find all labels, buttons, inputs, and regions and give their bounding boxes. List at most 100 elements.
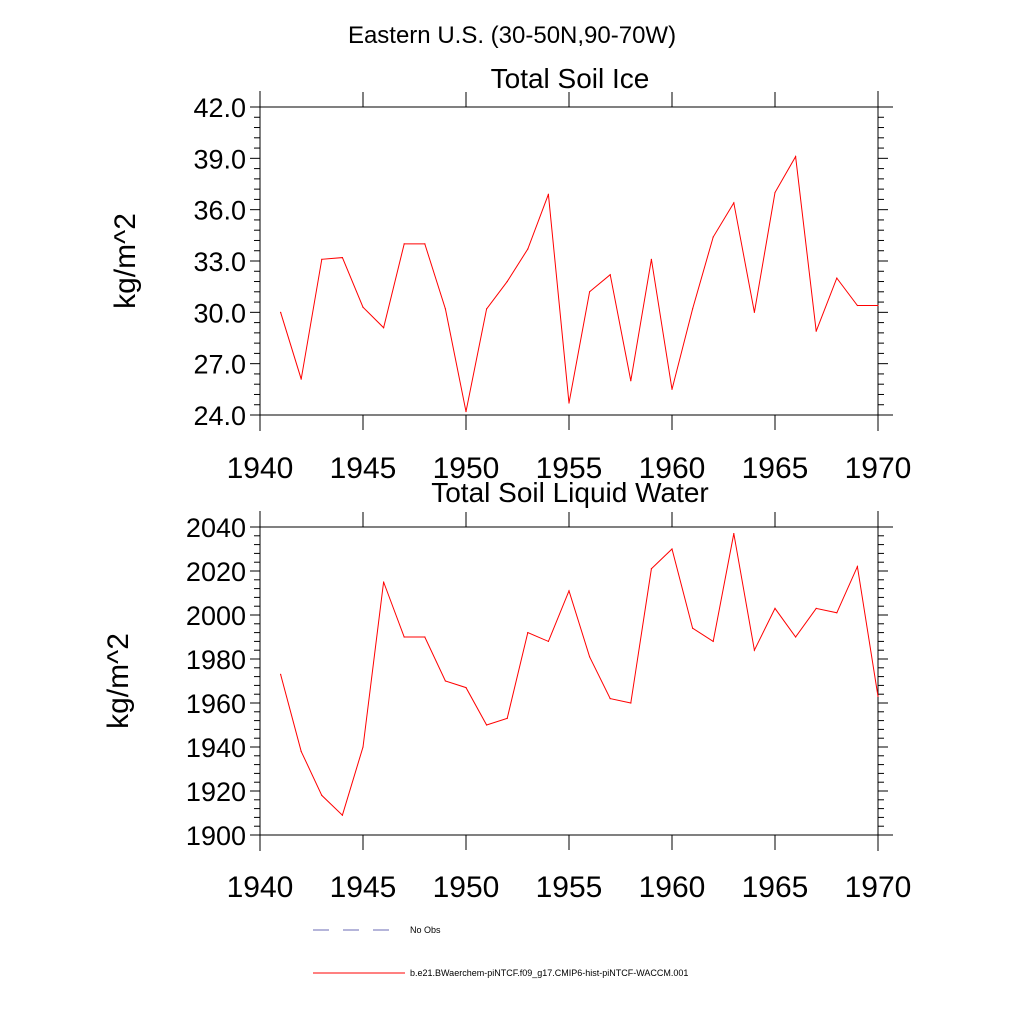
data-point bbox=[712, 236, 714, 238]
data-point bbox=[341, 256, 343, 259]
data-point bbox=[815, 607, 817, 610]
data-point bbox=[692, 308, 694, 310]
data-point bbox=[300, 378, 302, 380]
series-line bbox=[280, 533, 879, 817]
y-tick-label: 42.0 bbox=[193, 93, 246, 123]
data-point bbox=[527, 248, 529, 250]
y-tick-label: 2020 bbox=[186, 557, 246, 587]
data-point bbox=[733, 202, 735, 204]
panel-total-soil-ice: Total Soil Ice kg/m^2 1940 1945 1950 1955 19… bbox=[109, 63, 911, 485]
x-tick-label: 1970 bbox=[845, 871, 912, 904]
data-point bbox=[321, 794, 323, 797]
x-tick-label: 1970 bbox=[845, 452, 912, 485]
data-point bbox=[547, 193, 550, 195]
data-point bbox=[589, 656, 591, 658]
y-tick-label: 36.0 bbox=[193, 196, 246, 226]
panel-title: Total Soil Liquid Water bbox=[431, 477, 709, 508]
data-point bbox=[280, 673, 282, 676]
data-point bbox=[836, 277, 838, 279]
data-point bbox=[486, 308, 488, 310]
data-point bbox=[383, 327, 385, 329]
data-point bbox=[444, 680, 446, 682]
x-tick-label: 1965 bbox=[742, 871, 809, 904]
data-point bbox=[795, 636, 797, 638]
y-axis-label: kg/m^2 bbox=[109, 213, 142, 309]
data-point bbox=[362, 746, 364, 748]
data-point bbox=[774, 191, 776, 194]
data-point bbox=[712, 640, 714, 643]
data-point bbox=[424, 243, 426, 245]
y-tick-label: 2000 bbox=[186, 601, 246, 631]
data-point bbox=[671, 548, 673, 550]
data-point bbox=[300, 750, 302, 753]
data-point bbox=[321, 258, 323, 260]
y-tick-label: 27.0 bbox=[193, 350, 246, 380]
data-point bbox=[527, 632, 529, 634]
y-tick-label: 2040 bbox=[186, 513, 246, 543]
data-point bbox=[383, 581, 385, 583]
data-point bbox=[403, 636, 405, 638]
data-point bbox=[609, 274, 611, 276]
data-point bbox=[692, 627, 694, 629]
panel-total-soil-liquid-water: Total Soil Liquid Water kg/m^2 1940 1945 1… bbox=[102, 477, 911, 904]
x-tick-label: 1960 bbox=[639, 871, 706, 904]
data-point bbox=[362, 306, 364, 308]
data-point bbox=[753, 649, 756, 651]
x-tick-label: 1955 bbox=[536, 871, 603, 904]
data-point bbox=[465, 410, 467, 413]
data-point bbox=[568, 402, 570, 404]
x-tick-label: 1955 bbox=[536, 452, 603, 485]
data-point bbox=[815, 330, 817, 332]
data-point bbox=[836, 612, 838, 614]
data-point bbox=[877, 695, 879, 698]
plot-area: 1940 1945 1950 1955 1960 1965 1970 24.0 27.0 30.0… bbox=[193, 91, 911, 485]
y-axis-label: kg/m^2 bbox=[102, 633, 135, 729]
data-point bbox=[424, 636, 426, 638]
y-tick-label: 33.0 bbox=[193, 247, 246, 277]
y-tick-label: 39.0 bbox=[193, 144, 246, 174]
data-point bbox=[856, 566, 859, 568]
data-point bbox=[774, 607, 776, 610]
data-point bbox=[877, 304, 879, 307]
figure-suptitle: Eastern U.S. (30-50N,90-70W) bbox=[348, 22, 676, 49]
panel-title: Total Soil Ice bbox=[491, 63, 650, 94]
legend-label-no-obs: No Obs bbox=[410, 925, 441, 935]
data-point bbox=[733, 533, 735, 535]
data-point bbox=[444, 308, 446, 310]
legend: No Obs b.e21.BWaerchem-piNTCF.f09_g17.CM… bbox=[313, 925, 688, 978]
x-tick-label: 1950 bbox=[433, 871, 500, 904]
data-point bbox=[506, 280, 508, 283]
data-point bbox=[630, 380, 632, 382]
data-point bbox=[568, 590, 570, 592]
x-tick-label: 1945 bbox=[330, 871, 397, 904]
x-tick-label: 1945 bbox=[330, 452, 397, 485]
data-point bbox=[589, 291, 591, 293]
y-tick-label: 24.0 bbox=[193, 401, 246, 431]
data-point bbox=[403, 243, 405, 245]
plot-area: 1940 1945 1950 1955 1960 1965 1970 1900 1920 1940… bbox=[186, 511, 911, 904]
data-point bbox=[280, 311, 282, 313]
y-tick-label: 1940 bbox=[186, 733, 246, 763]
data-point bbox=[856, 304, 859, 307]
data-point bbox=[650, 258, 653, 260]
x-tick-label: 1960 bbox=[639, 452, 706, 485]
data-point bbox=[795, 156, 797, 158]
data-point bbox=[341, 814, 343, 816]
data-point bbox=[753, 311, 756, 313]
x-tick-label: 1940 bbox=[227, 871, 294, 904]
data-point bbox=[506, 717, 508, 720]
series-line bbox=[280, 155, 878, 412]
y-tick-label: 30.0 bbox=[193, 298, 246, 328]
x-tick-label: 1950 bbox=[433, 452, 500, 485]
legend-label-model: b.e21.BWaerchem-piNTCF.f09_g17.CMIP6-his… bbox=[410, 968, 688, 978]
y-tick-label: 1920 bbox=[186, 777, 246, 807]
x-tick-label: 1940 bbox=[227, 452, 294, 485]
data-point bbox=[465, 687, 467, 689]
y-tick-label: 1900 bbox=[186, 821, 246, 851]
data-point bbox=[630, 702, 632, 704]
y-tick-label: 1960 bbox=[186, 689, 246, 719]
data-point bbox=[650, 568, 653, 570]
x-tick-label: 1965 bbox=[742, 452, 809, 485]
data-point bbox=[486, 724, 488, 726]
data-point bbox=[547, 640, 550, 643]
